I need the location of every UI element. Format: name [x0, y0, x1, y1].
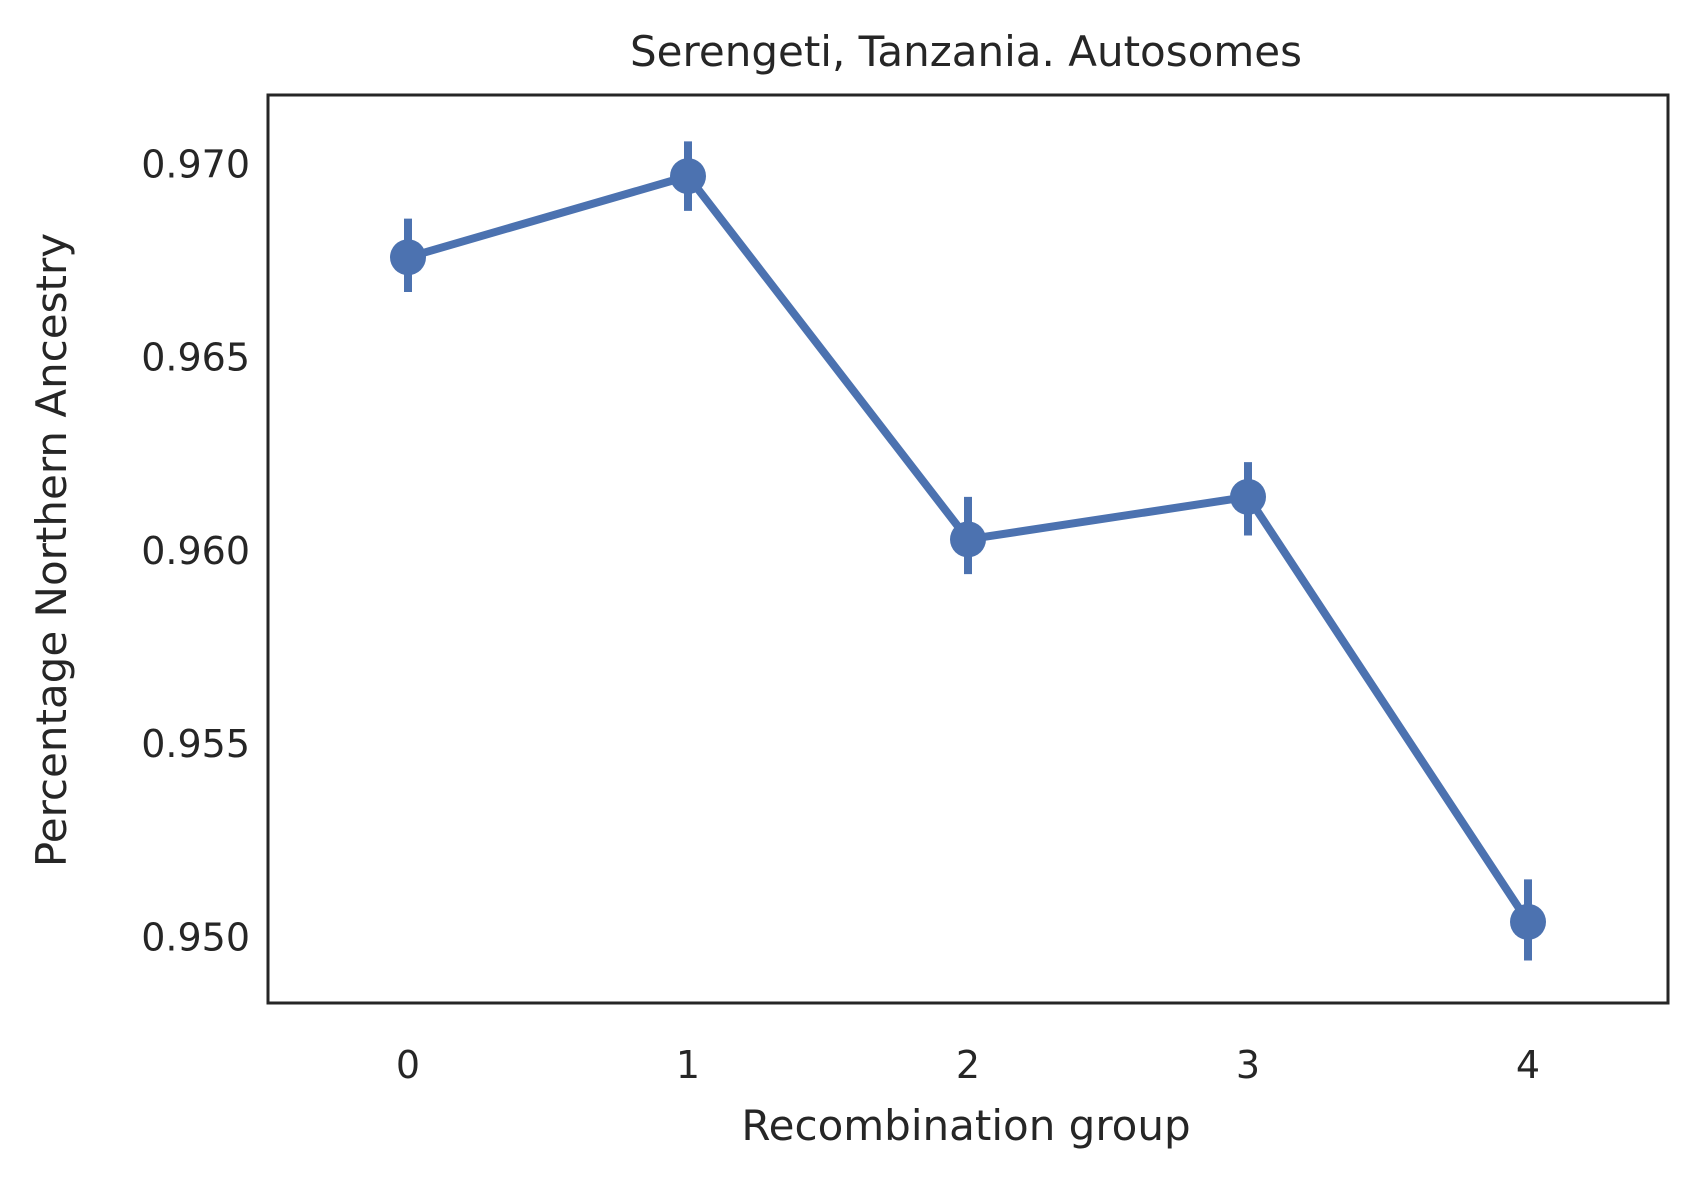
- y-tick-label: 0.970: [141, 143, 250, 187]
- axes-frame: [266, 93, 1670, 1005]
- data-point: [1230, 478, 1266, 515]
- y-tick-label: 0.950: [141, 915, 250, 959]
- chart-title: Serengeti, Tanzania. Autosomes: [630, 27, 1302, 76]
- x-axis-label: Recombination group: [741, 1101, 1190, 1150]
- y-tick-label: 0.960: [141, 529, 250, 573]
- x-axis-ticks: 0 1 2 3 4: [396, 1043, 1540, 1087]
- y-tick-label: 0.965: [141, 336, 250, 380]
- x-tick-label: 0: [396, 1043, 420, 1087]
- data-point: [1510, 903, 1546, 940]
- data-point: [950, 521, 986, 558]
- x-tick-label: 1: [676, 1043, 700, 1087]
- plot-area: [390, 141, 1546, 961]
- y-axis-label: Percentage Northern Ancestry: [27, 233, 76, 867]
- y-axis-ticks: 0.950 0.955 0.960 0.965 0.970: [141, 143, 250, 960]
- data-point: [670, 158, 706, 195]
- x-tick-label: 4: [1516, 1043, 1540, 1087]
- y-tick-label: 0.955: [141, 722, 250, 766]
- x-tick-label: 3: [1236, 1043, 1260, 1087]
- data-point: [390, 239, 426, 276]
- x-tick-label: 2: [956, 1043, 980, 1087]
